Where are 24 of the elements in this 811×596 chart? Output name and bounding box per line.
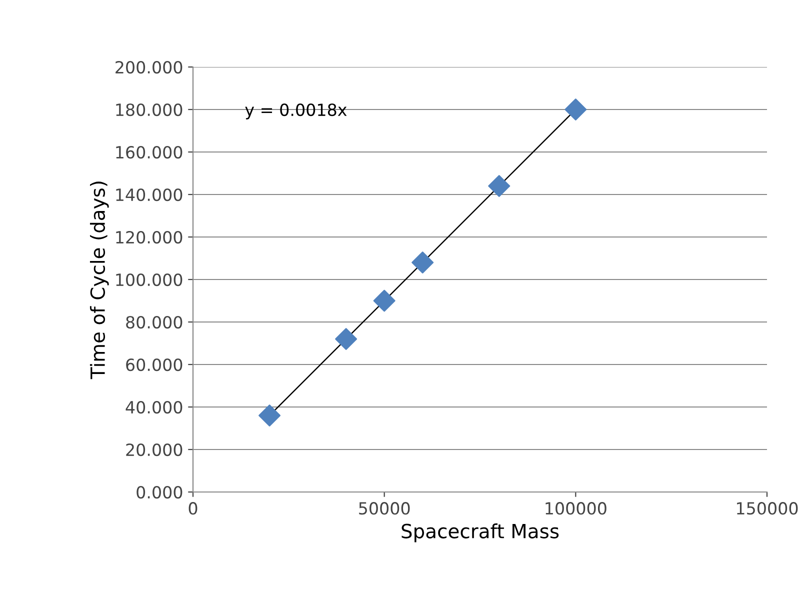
y-axis-title: Time of Cycle (days) xyxy=(90,182,109,380)
x-axis-title: Spacecraft Mass xyxy=(402,523,559,542)
point xyxy=(412,252,434,274)
x-tick-label: 100000 xyxy=(546,502,606,515)
point xyxy=(335,328,358,350)
y-tick-label: 20.000 xyxy=(126,443,182,456)
y-tick-label: 180.000 xyxy=(116,103,182,116)
x-tick-label: 50000 xyxy=(359,502,410,515)
y-tick-label: 60.000 xyxy=(126,358,182,372)
y-tick-label: 160.000 xyxy=(116,146,182,159)
point xyxy=(258,404,281,426)
point xyxy=(564,98,587,120)
point xyxy=(373,290,396,312)
y-tick-label: 140.000 xyxy=(116,188,182,202)
annotation: y = 0.0018x xyxy=(245,104,347,120)
y-tick-label: 100.000 xyxy=(116,273,182,286)
x-tick-label: 150000 xyxy=(737,502,798,515)
y-tick-label: 120.000 xyxy=(116,230,182,244)
x-tick-label: 0 xyxy=(188,502,198,515)
y-tick-label: 80.000 xyxy=(126,316,182,329)
y-tick-label: 200.000 xyxy=(116,60,182,74)
y-tick-label: 40.000 xyxy=(126,400,182,414)
y-tick-label: 0.000 xyxy=(136,486,182,499)
point xyxy=(488,175,510,197)
